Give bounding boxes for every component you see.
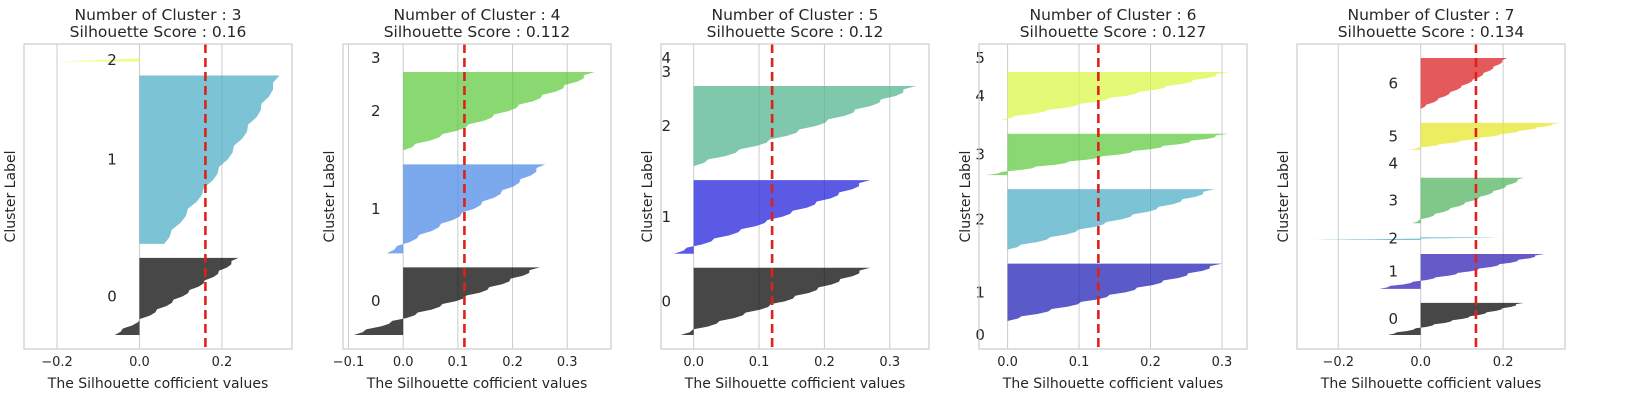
x-tick-label: 0.3 [1212,355,1233,370]
x-tick-label: 0.0 [997,355,1018,370]
cluster-label-1: 1 [107,151,117,169]
cluster-label-2: 2 [662,117,672,135]
chart-subtitle: Silhouette Score : 0.16 [70,23,247,41]
cluster-label-0: 0 [107,287,117,305]
cluster-label-0: 0 [1389,310,1399,328]
x-tick-label: 0.0 [393,355,414,370]
cluster-label-3: 3 [662,63,672,81]
chart-subtitle: Silhouette Score : 0.112 [384,23,571,41]
axes-frame [660,43,930,350]
axes-frame [978,43,1248,350]
cluster-band-2 [403,72,595,151]
x-axis-label: The Silhouette cofficient values [684,376,905,392]
cluster-band-5 [1408,122,1561,150]
cluster-band-0 [1387,302,1524,335]
cluster-label-0: 0 [371,292,381,310]
cluster-label-0: 0 [662,292,672,310]
cluster-label-1: 1 [371,200,381,218]
cluster-band-3 [1412,177,1524,224]
x-tick-label: 0.1 [448,355,469,370]
cluster-label-2: 2 [1389,230,1399,248]
x-tick-label: 0.1 [1069,355,1090,370]
cluster-band-2 [56,58,148,62]
cluster-label-2: 2 [975,210,985,228]
cluster-band-2 [693,86,916,167]
cluster-band-4 [1000,72,1230,120]
cluster-label-4: 4 [662,49,672,67]
cluster-label-3: 3 [1389,192,1399,210]
cluster-band-1 [386,164,546,254]
x-axis-label: The Silhouette cofficient values [366,376,587,392]
cluster-band-0 [114,257,239,335]
cluster-band-0 [353,267,540,335]
x-tick-label: 0.0 [1410,355,1431,370]
cluster-band-1 [1007,263,1222,321]
axes-frame [1296,43,1566,350]
cluster-label-2: 2 [107,51,117,69]
x-tick-label: 0.0 [683,355,704,370]
cluster-label-1: 1 [975,283,985,301]
cluster-label-6: 6 [1389,74,1399,92]
x-tick-label: −0.1 [333,355,365,370]
axes-frame [342,43,612,350]
chart-title: Number of Cluster : 6 [1029,6,1196,24]
x-tick-label: −0.2 [41,355,73,370]
cluster-band-0 [680,267,871,335]
chart-title: Number of Cluster : 5 [711,6,878,24]
cluster-band-2 [1007,189,1215,250]
x-axis-label: The Silhouette cofficient values [1002,376,1223,392]
cluster-label-5: 5 [1389,127,1399,145]
cluster-band-6 [1420,58,1508,109]
chart-subtitle: Silhouette Score : 0.12 [707,23,884,41]
cluster-label-0: 0 [975,326,985,344]
x-tick-label: 0.3 [557,355,578,370]
x-tick-label: 0.2 [212,355,233,370]
axes-frame [23,43,293,350]
cluster-band-2 [1313,237,1504,240]
x-tick-label: −0.2 [1322,355,1354,370]
chart-subtitle: Silhouette Score : 0.127 [1020,23,1207,41]
chart-subtitle: Silhouette Score : 0.134 [1338,23,1525,41]
x-tick-label: 0.2 [1493,355,1514,370]
x-axis-label: The Silhouette cofficient values [47,376,268,392]
cluster-label-4: 4 [975,87,985,105]
y-axis-label: Cluster Label [1276,151,1292,243]
cluster-band-1 [1379,253,1545,289]
chart-title: Number of Cluster : 4 [393,6,560,24]
y-axis-label: Cluster Label [322,151,338,243]
cluster-band-3 [986,133,1230,176]
y-axis-label: Cluster Label [3,151,19,243]
cluster-label-4: 4 [1389,155,1399,173]
cluster-band-1 [139,75,280,244]
x-tick-label: 0.2 [1140,355,1161,370]
x-tick-label: 0.2 [502,355,523,370]
x-tick-label: 0.2 [814,355,835,370]
y-axis-label: Cluster Label [958,151,974,243]
cluster-label-1: 1 [662,208,672,226]
cluster-label-5: 5 [975,49,985,67]
x-tick-label: 0.3 [879,355,900,370]
x-axis-label: The Silhouette cofficient values [1320,376,1541,392]
cluster-label-3: 3 [371,49,381,67]
y-axis-label: Cluster Label [640,151,656,243]
x-tick-label: 0.1 [749,355,770,370]
chart-title: Number of Cluster : 3 [74,6,241,24]
chart-title: Number of Cluster : 7 [1347,6,1514,24]
cluster-label-3: 3 [975,145,985,163]
cluster-label-1: 1 [1389,262,1399,280]
cluster-label-2: 2 [371,102,381,120]
x-tick-label: 0.0 [129,355,150,370]
